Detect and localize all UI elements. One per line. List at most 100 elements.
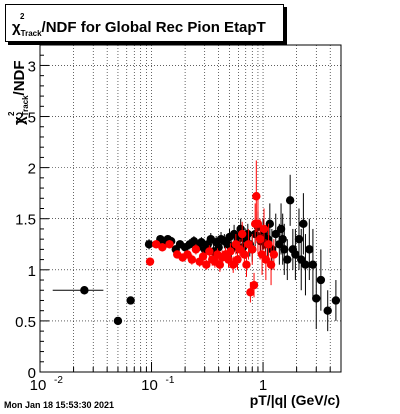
- data-marker: [252, 192, 261, 201]
- data-point: [248, 234, 257, 265]
- data-marker: [283, 255, 292, 264]
- data-point: [259, 208, 269, 250]
- data-marker: [261, 255, 271, 264]
- data-marker: [158, 243, 167, 252]
- data-point: [242, 252, 251, 277]
- data-marker: [242, 260, 251, 269]
- data-point: [52, 286, 104, 295]
- data-point: [144, 239, 154, 250]
- data-point: [308, 228, 318, 301]
- y-axis-label-sub: Track: [21, 95, 30, 116]
- title-svg: χTrack/NDF for Global Rec Pion EtapT 2: [12, 12, 266, 38]
- data-marker: [214, 243, 223, 252]
- data-marker: [249, 280, 259, 290]
- data-marker: [197, 238, 206, 247]
- data-point: [226, 243, 235, 260]
- data-marker: [294, 234, 304, 244]
- data-point: [197, 237, 206, 248]
- data-point: [280, 223, 289, 275]
- x-tick-label: 10: [141, 377, 158, 394]
- data-marker: [248, 245, 257, 254]
- data-marker: [291, 250, 300, 259]
- data-marker: [323, 306, 332, 315]
- x-tick-label: 1: [259, 377, 267, 394]
- title-rest: /NDF for Global Rec Pion EtapT: [42, 19, 266, 36]
- data-point: [331, 280, 341, 321]
- data-marker: [301, 260, 310, 269]
- data-point: [113, 316, 123, 326]
- data-marker: [266, 260, 276, 269]
- data-marker: [113, 316, 123, 326]
- y-tick-label: 1: [28, 263, 36, 280]
- y-axis-label-symbol: χ: [11, 116, 28, 125]
- data-marker: [246, 288, 255, 297]
- y-tick-label: 0.5: [15, 314, 36, 331]
- data-marker: [187, 255, 197, 264]
- data-marker: [280, 245, 289, 254]
- data-point: [151, 240, 161, 249]
- data-marker: [331, 296, 341, 305]
- svg-text:χTrack/NDF: χTrack/NDF: [11, 60, 30, 125]
- data-marker: [259, 224, 269, 234]
- data-marker: [198, 252, 208, 261]
- data-marker: [299, 219, 308, 229]
- timestamp-footer: Mon Jan 18 15:53:30 2021: [4, 400, 115, 410]
- y-axis-label: χTrack/NDF 2: [7, 60, 30, 125]
- data-marker: [226, 247, 235, 256]
- data-marker: [144, 240, 154, 249]
- data-point: [323, 290, 332, 332]
- data-marker: [285, 196, 295, 205]
- data-marker: [80, 286, 89, 295]
- axes-frame: [39, 44, 342, 373]
- y-axis-label-rest: /NDF: [11, 60, 28, 95]
- x-tick-label-exponent: -1: [166, 375, 175, 386]
- title-sub: Track: [21, 29, 42, 38]
- data-marker: [233, 255, 242, 264]
- data-marker: [278, 234, 287, 244]
- data-marker: [205, 247, 214, 256]
- data-point: [278, 213, 287, 265]
- data-point: [312, 267, 321, 330]
- data-point: [266, 244, 276, 286]
- data-point: [202, 259, 211, 270]
- data-point: [249, 272, 259, 298]
- tick-labels-layer: 0 0.5 1 1.5 2 2.5 3 10 -2 10 -1 1: [15, 58, 267, 394]
- svg-text:χTrack/NDF for Global Rec Pion: χTrack/NDF for Global Rec Pion EtapT: [12, 19, 266, 38]
- data-marker: [240, 250, 249, 259]
- data-marker: [191, 245, 201, 254]
- plot-frame: [39, 44, 342, 373]
- data-point: [237, 221, 247, 247]
- y-tick-label: 2: [28, 161, 36, 178]
- data-marker: [215, 260, 225, 269]
- title-symbol: χ: [12, 19, 21, 36]
- data-marker: [126, 296, 135, 305]
- data-point: [165, 240, 174, 249]
- data-marker: [255, 234, 265, 244]
- data-marker: [316, 275, 326, 285]
- data-point: [269, 239, 279, 270]
- data-marker: [145, 257, 155, 266]
- data-marker: [271, 229, 280, 239]
- y-tick-label: 1.5: [15, 212, 36, 229]
- data-marker: [305, 245, 314, 254]
- title-box: χTrack/NDF for Global Rec Pion EtapT 2: [5, 4, 284, 42]
- data-point: [187, 254, 197, 265]
- x-tick-label: 10: [30, 377, 47, 394]
- data-point: [158, 243, 167, 252]
- data-point: [316, 249, 326, 311]
- data-point: [283, 239, 292, 281]
- data-marker: [165, 240, 174, 249]
- data-point: [145, 257, 155, 266]
- data-points-layer: [52, 160, 341, 332]
- title-sup: 2: [20, 12, 25, 21]
- data-marker: [189, 237, 199, 246]
- data-marker: [312, 294, 321, 303]
- data-point: [205, 245, 214, 258]
- data-point: [265, 203, 275, 245]
- data-point: [305, 218, 314, 281]
- data-point: [191, 244, 201, 255]
- data-point: [285, 174, 295, 226]
- x-axis-label: pT/|q| (GeV/c): [250, 392, 340, 408]
